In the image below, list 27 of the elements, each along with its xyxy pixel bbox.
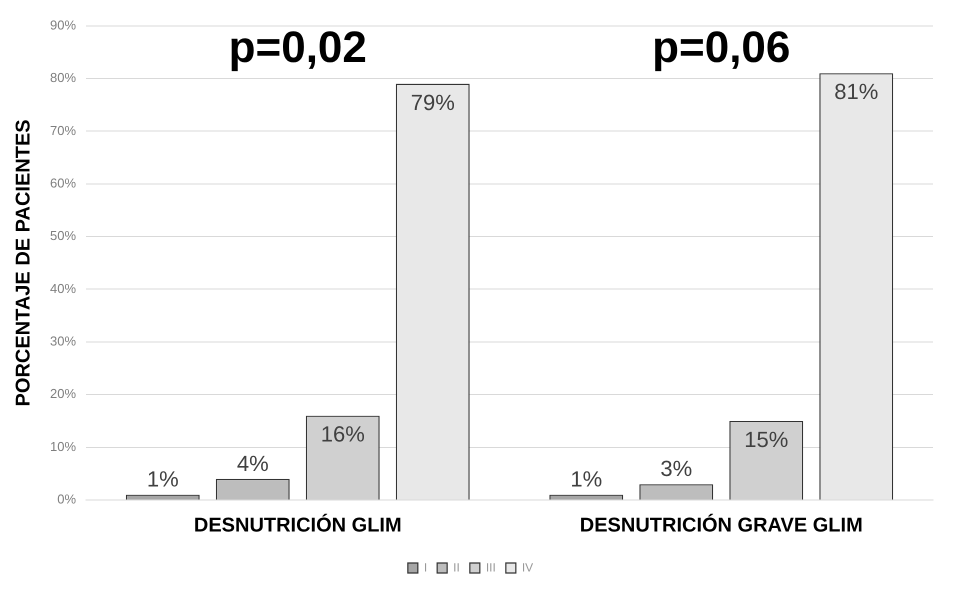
data-label: 4% xyxy=(236,450,269,476)
legend-label: III xyxy=(486,560,496,574)
y-tick-label: 0% xyxy=(57,492,76,507)
data-label: 81% xyxy=(834,79,878,104)
y-axis-title: PORCENTAJE DE PACIENTES xyxy=(12,119,35,406)
data-label: 1% xyxy=(570,466,602,492)
data-label: 16% xyxy=(320,422,365,447)
annotation: p=0,06 xyxy=(652,22,790,72)
annotation: p=0,02 xyxy=(228,22,367,72)
y-tick-label: 10% xyxy=(50,438,76,454)
y-tick-label: 20% xyxy=(50,386,76,402)
legend-label: II xyxy=(453,560,460,574)
x-tick-label: DESNUTRICIÓN GRAVE GLIM xyxy=(580,514,863,537)
x-tick-label: DESNUTRICIÓN GLIM xyxy=(194,514,402,537)
y-tick-label: 60% xyxy=(50,175,76,190)
y-tick-label: 70% xyxy=(50,122,76,138)
data-label: 15% xyxy=(744,426,788,452)
y-tick-label: 40% xyxy=(50,280,76,296)
y-tick-label: 50% xyxy=(50,228,76,244)
data-label: 3% xyxy=(660,456,692,482)
legend-label: IV xyxy=(522,560,534,574)
legend-label: I xyxy=(424,560,428,574)
y-tick-label: 90% xyxy=(50,17,76,32)
data-label: 1% xyxy=(146,466,179,492)
y-tick-label: 80% xyxy=(50,70,76,86)
data-label: 79% xyxy=(410,90,455,115)
y-tick-label: 30% xyxy=(50,334,76,349)
